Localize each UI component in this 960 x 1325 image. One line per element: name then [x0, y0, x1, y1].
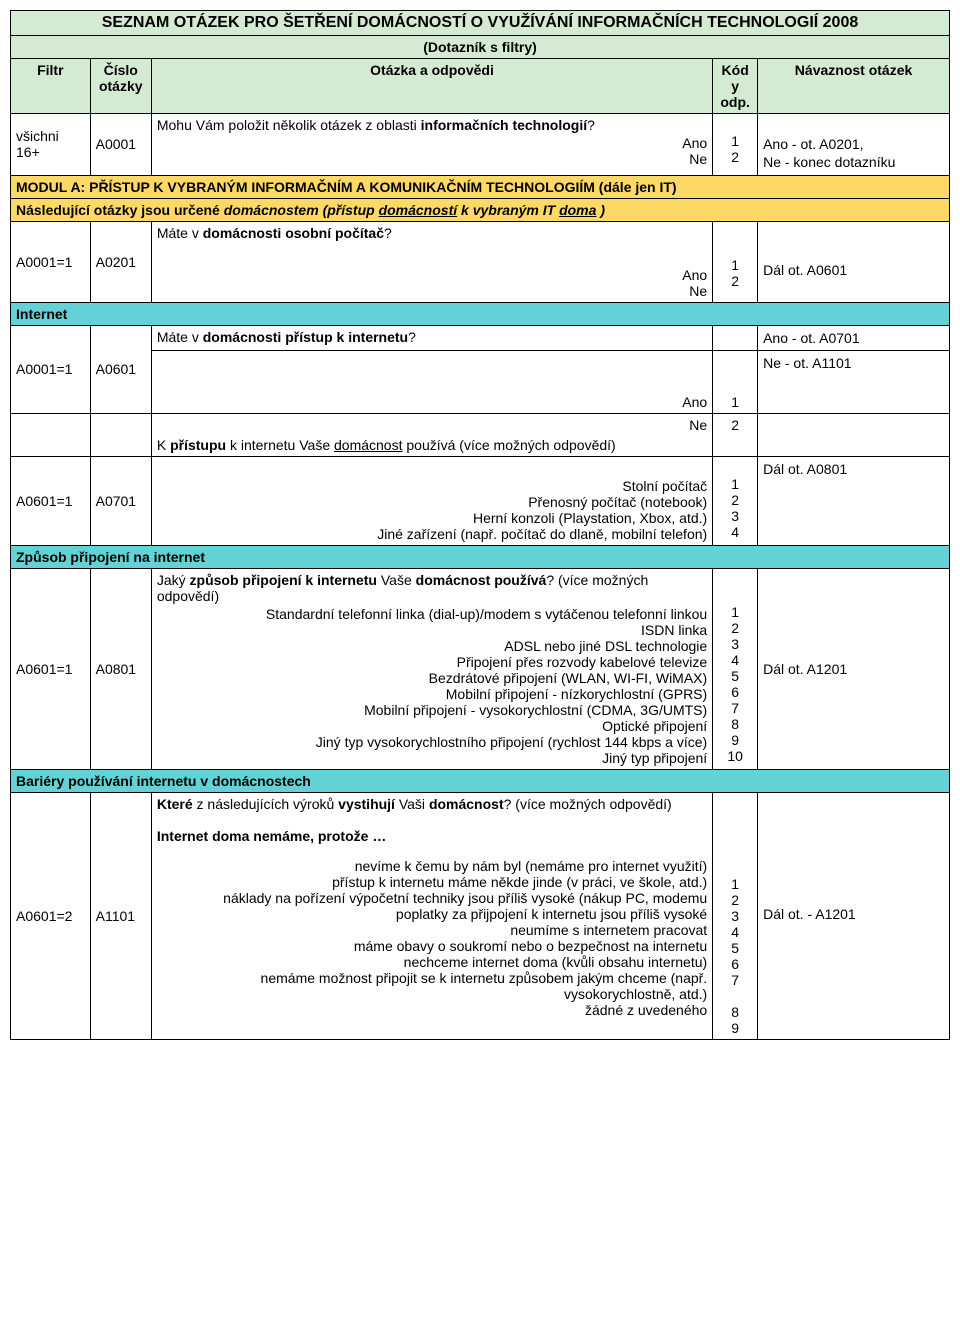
- q-A0601-sub: Ne K přístupu k internetu Vaše domácnost…: [151, 413, 712, 456]
- col-nav: Návaznost otázek: [758, 59, 950, 114]
- cislo-A0801: A0801: [90, 568, 151, 769]
- cislo-A0601: A0601: [90, 325, 151, 413]
- questionnaire-table: SEZNAM OTÁZEK PRO ŠETŘENÍ DOMÁCNOSTÍ O V…: [10, 10, 950, 1040]
- doc-subtitle: (Dotazník s filtry): [11, 36, 950, 59]
- cislo-A0701: A0701: [90, 456, 151, 545]
- col-cislo: Číslo otázky: [90, 59, 151, 114]
- filtr-A1101: A0601=2: [11, 792, 91, 1039]
- nav-A0001: Ano - ot. A0201, Ne - konec dotazníku: [758, 114, 950, 176]
- q-A0601-ano: Ano: [151, 350, 712, 413]
- section-zpusob: Způsob připojení na internet: [11, 545, 950, 568]
- filtr-A0801: A0601=1: [11, 568, 91, 769]
- kody-A0801: 1 2 3 4 5 6 7 8 9 10: [713, 568, 758, 769]
- filtr-A0701: A0601=1: [11, 456, 91, 545]
- kody-A0001: 1 2: [713, 114, 758, 176]
- nav-A0601-ano: Ano - ot. A0701: [758, 325, 950, 350]
- filtr-A0201: A0001=1: [11, 221, 91, 302]
- q-A0001: Mohu Vám položit několik otázek z oblast…: [151, 114, 712, 176]
- section-internet: Internet: [11, 302, 950, 325]
- kody-A0701: 1 2 3 4: [713, 456, 758, 545]
- q-A1101: Které z následujících výroků vystihují V…: [151, 792, 712, 1039]
- col-filtr: Filtr: [11, 59, 91, 114]
- modul-a-title: MODUL A: PŘÍSTUP K VYBRANÝM INFORMAČNÍM …: [11, 175, 950, 198]
- nav-A0201: Dál ot. A0601: [758, 221, 950, 302]
- q-A0801: Jaký způsob připojení k internetu Vaše d…: [151, 568, 712, 769]
- filtr-A0001: všichni 16+: [11, 114, 91, 176]
- cislo-A0201: A0201: [90, 221, 151, 302]
- col-otazka: Otázka a odpovědi: [151, 59, 712, 114]
- nav-A0701: Dál ot. A0801: [758, 456, 950, 545]
- q-A0701: Stolní počítač Přenosný počítač (noteboo…: [151, 456, 712, 545]
- doc-title: SEZNAM OTÁZEK PRO ŠETŘENÍ DOMÁCNOSTÍ O V…: [11, 11, 950, 36]
- q-A0601-text: Máte v domácnosti přístup k internetu?: [151, 325, 712, 350]
- nav-A0601-ne: Ne - ot. A1101: [758, 350, 950, 413]
- nav-A1101: Dál ot. - A1201: [758, 792, 950, 1039]
- cislo-A0001: A0001: [90, 114, 151, 176]
- cislo-A1101: A1101: [90, 792, 151, 1039]
- col-kody: Kódy odp.: [713, 59, 758, 114]
- q-A0201: Máte v domácnosti osobní počítač? Ano Ne: [151, 221, 712, 302]
- section-bariery: Bariéry používání internetu v domácnoste…: [11, 769, 950, 792]
- kody-A1101: 1 2 3 4 5 6 7 8 9: [713, 792, 758, 1039]
- nav-A0801: Dál ot. A1201: [758, 568, 950, 769]
- modul-a-sub: Následující otázky jsou určené domácnost…: [11, 198, 950, 221]
- filtr-A0601: A0001=1: [11, 325, 91, 413]
- kody-A0201: 1 2: [713, 221, 758, 302]
